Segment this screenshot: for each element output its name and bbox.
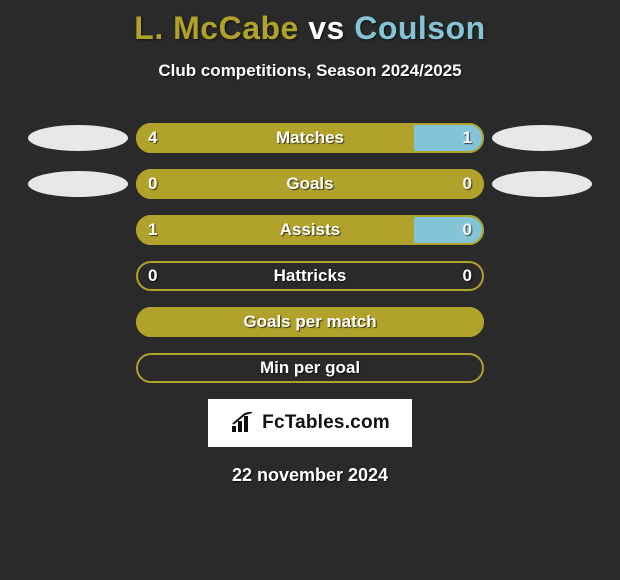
comparison-title: L. McCabe vs Coulson (0, 0, 620, 47)
player1-badge (28, 171, 128, 197)
stat-bar: Hattricks00 (136, 261, 484, 291)
stat-bar: Matches41 (136, 123, 484, 153)
date: 22 november 2024 (0, 465, 620, 486)
stat-row: Min per goal (0, 353, 620, 383)
stat-row: Assists10 (0, 215, 620, 245)
logo-icon (230, 412, 256, 434)
stat-row: Goals per match (0, 307, 620, 337)
stat-row: Matches41 (0, 123, 620, 153)
player2-name: Coulson (354, 10, 485, 46)
player2-badge (492, 171, 592, 197)
subtitle: Club competitions, Season 2024/2025 (0, 61, 620, 81)
vs-text: vs (308, 10, 345, 46)
bar-outline (136, 169, 484, 199)
logo-text: FcTables.com (262, 412, 390, 434)
player1-name: L. McCabe (134, 10, 299, 46)
bar-outline (136, 353, 484, 383)
stats-rows: Matches41 Goals00 Assists10 Hattricks00 Goal… (0, 123, 620, 383)
player2-badge (492, 125, 592, 151)
stat-bar: Assists10 (136, 215, 484, 245)
stat-row: Hattricks00 (0, 261, 620, 291)
stat-row: Goals00 (0, 169, 620, 199)
bar-outline (136, 215, 484, 245)
stat-bar: Goals00 (136, 169, 484, 199)
bar-outline (136, 261, 484, 291)
logo-box: FcTables.com (208, 399, 412, 447)
stat-bar: Goals per match (136, 307, 484, 337)
player1-badge (28, 125, 128, 151)
stat-bar: Min per goal (136, 353, 484, 383)
bar-outline (136, 307, 484, 337)
bar-outline (136, 123, 484, 153)
